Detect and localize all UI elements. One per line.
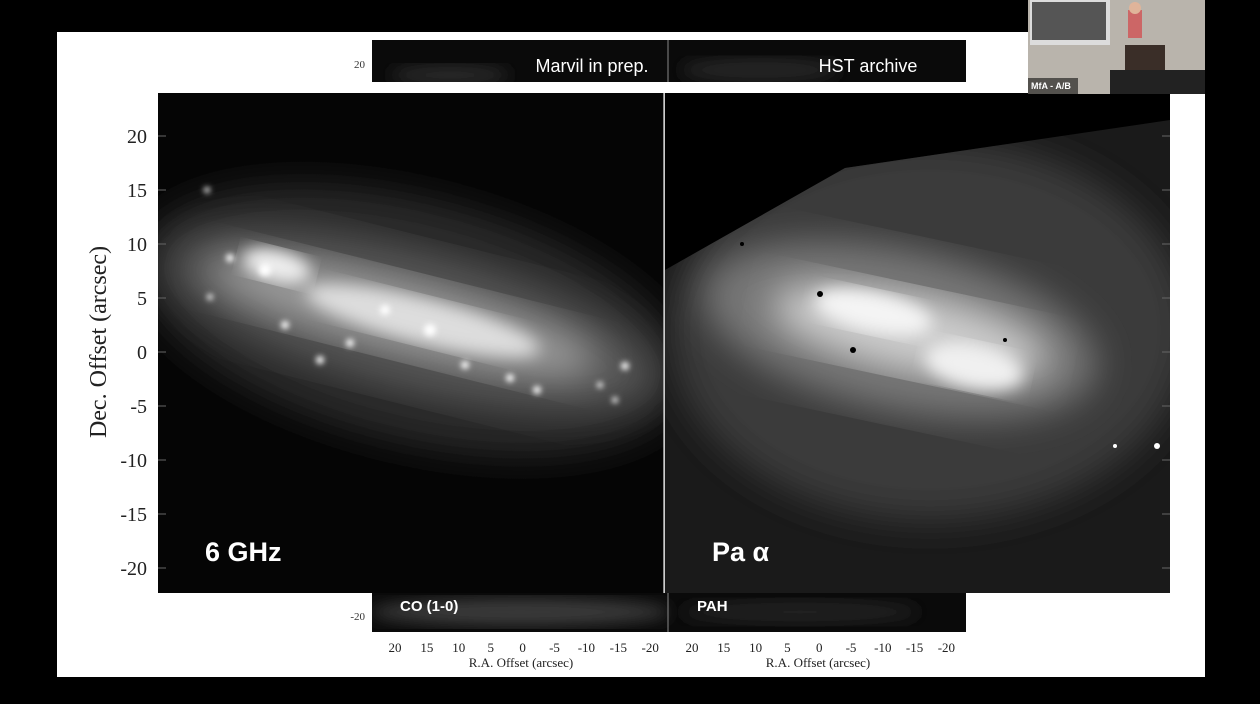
y-tick-label: 0 bbox=[137, 342, 147, 364]
strip-label: Marvil in prep. bbox=[535, 56, 648, 76]
tick-label: 20 bbox=[354, 59, 366, 71]
y-axis-label: Dec. Offset (arcsec) bbox=[86, 246, 112, 438]
y-tick-label: -20 bbox=[120, 558, 147, 580]
webcam bbox=[1028, 0, 1205, 94]
y-tick-label: 20 bbox=[127, 126, 147, 148]
bottom-strip bbox=[372, 593, 966, 632]
y-tick-label: -5 bbox=[130, 396, 147, 418]
y-tick-label: 10 bbox=[127, 234, 147, 256]
x-tick-label: 10 bbox=[452, 640, 465, 655]
y-tick-label: 5 bbox=[137, 288, 147, 310]
webcam-caption: MfA - A/B bbox=[1031, 81, 1071, 91]
y-tick-label: -10 bbox=[120, 450, 147, 472]
x-tick-label: 15 bbox=[420, 640, 433, 655]
x-tick-label: -5 bbox=[846, 640, 857, 655]
strip-label: PAH bbox=[697, 598, 728, 615]
panel-label: Pa α bbox=[712, 537, 770, 567]
x-tick-label: -20 bbox=[642, 640, 659, 655]
x-tick-label: 0 bbox=[519, 640, 526, 655]
x-tick-label: -15 bbox=[610, 640, 627, 655]
panel-label: 6 GHz bbox=[205, 537, 282, 567]
y-tick-label: 15 bbox=[127, 180, 147, 202]
x-tick-label: 20 bbox=[686, 640, 699, 655]
x-tick-label: 5 bbox=[784, 640, 791, 655]
strip-label: CO (1-0) bbox=[400, 598, 458, 615]
x-tick-label: 0 bbox=[816, 640, 823, 655]
x-axis-label: R.A. Offset (arcsec) bbox=[469, 655, 573, 670]
top-strip bbox=[372, 40, 966, 82]
y-tick-label: -15 bbox=[120, 504, 147, 526]
x-axis-label: R.A. Offset (arcsec) bbox=[766, 655, 870, 670]
x-tick-label: 5 bbox=[487, 640, 494, 655]
tick-label: -20 bbox=[350, 611, 365, 623]
radio-image bbox=[158, 93, 664, 593]
x-tick-label: -15 bbox=[906, 640, 923, 655]
x-tick-label: 15 bbox=[717, 640, 730, 655]
x-tick-label: 10 bbox=[749, 640, 762, 655]
x-tick-label: 20 bbox=[389, 640, 402, 655]
x-tick-label: -10 bbox=[874, 640, 891, 655]
x-tick-label: -10 bbox=[578, 640, 595, 655]
strip-label: HST archive bbox=[819, 56, 918, 76]
x-tick-label: -5 bbox=[549, 640, 560, 655]
x-tick-label: -20 bbox=[938, 640, 955, 655]
